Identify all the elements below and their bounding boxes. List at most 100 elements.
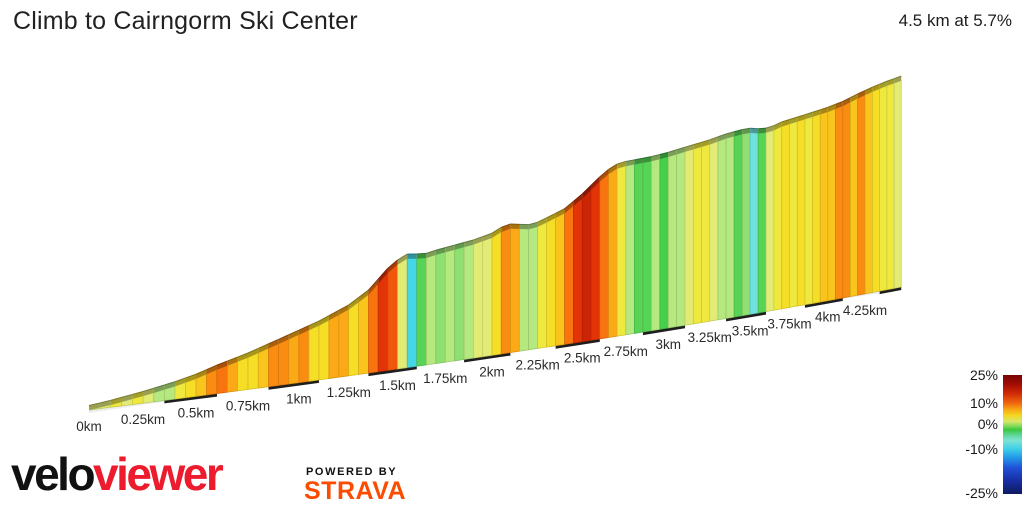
gradient-bar (765, 129, 775, 313)
gradient-bar-top (676, 147, 686, 155)
profile-outline (617, 161, 626, 165)
gradient-bar-top (872, 84, 880, 92)
profile-outline (142, 387, 154, 392)
profile-outline (237, 352, 249, 358)
profile-outline (564, 200, 574, 210)
gradient-bar (288, 334, 300, 385)
gradient-bar (625, 163, 635, 336)
gradient-bar-top (248, 348, 259, 358)
axis-tick-label: 0.5km (178, 405, 215, 420)
gradient-bar-top (110, 397, 122, 405)
gradient-bar (416, 257, 427, 367)
gradient-bar-top (519, 224, 529, 230)
gradient-bar-top (143, 388, 154, 396)
profile-outline (804, 111, 813, 116)
gradient-bar-top (865, 87, 873, 96)
gradient-bar (819, 111, 829, 303)
gradient-bar-top (879, 81, 887, 89)
profile-outline (750, 127, 759, 130)
gradient-bar (590, 180, 601, 341)
gradient-bar-top (473, 236, 483, 245)
gradient-bar-top (850, 93, 858, 103)
gradient-bar (564, 205, 574, 345)
profile-outline (546, 212, 556, 219)
gradient-bar (425, 254, 437, 366)
gradient-bar (406, 258, 418, 369)
gradient-bar (581, 189, 592, 343)
gradient-bar (827, 108, 836, 302)
gradient-bar-top (709, 136, 718, 145)
gradient-bar-top (827, 104, 836, 112)
gradient-bar (676, 151, 686, 328)
gradient-bar (599, 173, 609, 340)
profile-outline (348, 297, 359, 306)
profile-outline (879, 80, 888, 85)
profile-outline (886, 78, 895, 82)
profile-outline (185, 373, 197, 379)
climb-summary: 4.5 km at 5.7% (898, 11, 1012, 30)
gradient-bar (781, 123, 790, 310)
powered-by-label: POWERED BY (306, 466, 398, 478)
gradient-bar (387, 263, 398, 371)
gradient-bar-top (894, 76, 902, 84)
gradient-bar (338, 308, 350, 378)
gradient-bar (308, 324, 320, 382)
axis-tick-label: 1.75km (423, 371, 467, 386)
gradient-bar-top (153, 385, 165, 393)
gradient-bar (893, 80, 902, 289)
profile-outline (789, 116, 798, 121)
gradient-bar (216, 365, 228, 394)
gradient-bar-top (328, 310, 339, 321)
gradient-bar-top (445, 245, 455, 253)
gradient-bar (834, 105, 844, 300)
gradient-bar (667, 153, 678, 329)
gradient-bar (555, 212, 565, 347)
gradient-bar (510, 228, 520, 354)
gradient-bar-top (132, 391, 144, 399)
profile-outline (668, 149, 677, 153)
gradient-bar (725, 135, 735, 319)
gradient-bar (789, 121, 798, 308)
profile-outline (765, 125, 775, 129)
gradient-bar (247, 352, 259, 390)
gradient-bar-top (804, 112, 813, 120)
axis-tick-label: 3.5km (732, 323, 769, 338)
gradient-bar-top (701, 139, 710, 147)
gradient-bar (872, 88, 881, 293)
gradient-bar-top (797, 114, 805, 122)
profile-outline (473, 236, 483, 241)
gradient-bar-top (482, 233, 492, 242)
gradient-bar-top (164, 381, 175, 390)
profile-outline (659, 151, 669, 155)
axis-baseline (804, 297, 843, 308)
profile-outline (725, 131, 735, 135)
profile-outline (426, 249, 436, 254)
veloviewer-logo[interactable]: veloviewer (11, 451, 224, 497)
gradient-bar (733, 133, 743, 318)
profile-outline (842, 97, 851, 102)
profile-outline (110, 396, 122, 401)
axis-tick-label: 2km (479, 364, 505, 379)
gradient-bar-top (378, 268, 388, 284)
gradient-bar-top (397, 254, 408, 265)
axis-baseline (642, 324, 686, 336)
profile-outline (893, 75, 902, 80)
gradient-bar-top (298, 325, 309, 335)
gradient-bar (454, 246, 465, 362)
gradient-bar-top (426, 250, 436, 258)
profile-outline (590, 176, 601, 186)
profile-outline (781, 119, 790, 123)
strava-logo[interactable]: STRAVA (304, 477, 407, 505)
page-title: Climb to Cairngorm Ski Center (13, 7, 358, 35)
gradient-bar-top (582, 185, 592, 199)
gradient-bar (642, 160, 652, 333)
axis-tick-label: 1.25km (327, 385, 371, 400)
gradient-bar-top (773, 121, 782, 131)
profile-outline (445, 244, 455, 249)
gradient-bar (717, 137, 727, 321)
gradient-bar (757, 132, 767, 314)
gradient-bar (849, 97, 859, 297)
gradient-bar (573, 197, 583, 344)
gradient-bar (879, 85, 888, 292)
